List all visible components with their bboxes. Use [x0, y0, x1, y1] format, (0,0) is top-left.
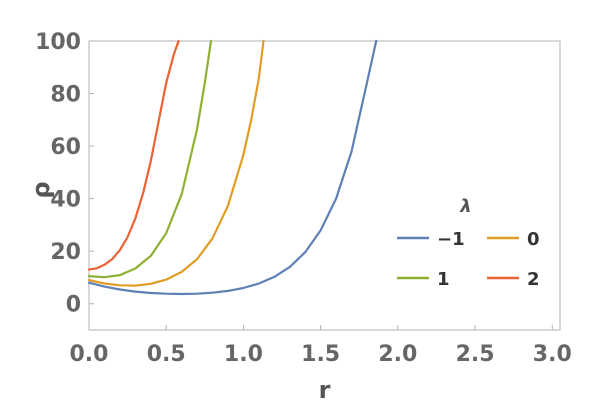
legend-label-2: 1 — [437, 269, 450, 290]
x-tick-label-5: 2.5 — [456, 342, 495, 367]
x-tick-label-6: 3.0 — [533, 342, 572, 367]
y-tick-label-0: 0 — [66, 293, 81, 318]
y-tick-label-2: 40 — [50, 188, 81, 213]
x-axis-ticks: 0.0 0.5 1.0 1.5 2.0 2.5 3.0 — [70, 325, 572, 367]
x-tick-label-2: 1.0 — [224, 342, 263, 367]
plot-frame — [88, 40, 561, 331]
x-tick-label-3: 1.5 — [301, 342, 340, 367]
x-axis-title: r — [319, 376, 331, 404]
x-tick-label-0: 0.0 — [70, 342, 109, 367]
series-group — [87, 39, 378, 296]
y-tick-label-5: 100 — [35, 30, 81, 55]
series-line-1 — [87, 39, 265, 287]
y-tick-label-4: 80 — [50, 83, 81, 108]
y-axis-title: ρ — [27, 181, 55, 198]
x-tick-label-1: 0.5 — [147, 342, 186, 367]
y-tick-label-1: 20 — [50, 240, 81, 265]
legend-title: λ — [459, 196, 471, 217]
legend-label-0: −1 — [437, 229, 465, 250]
y-axis-ticks: 0 20 40 60 80 100 — [35, 30, 94, 318]
legend: λ −1 0 1 2 — [397, 196, 540, 290]
y-tick-label-3: 60 — [50, 135, 81, 160]
legend-label-1: 0 — [527, 229, 540, 250]
x-tick-label-4: 2.0 — [378, 342, 417, 367]
legend-label-3: 2 — [527, 269, 540, 290]
series-line-2 — [87, 39, 213, 279]
series-line-0 — [87, 39, 378, 296]
series-line-3 — [87, 39, 180, 271]
